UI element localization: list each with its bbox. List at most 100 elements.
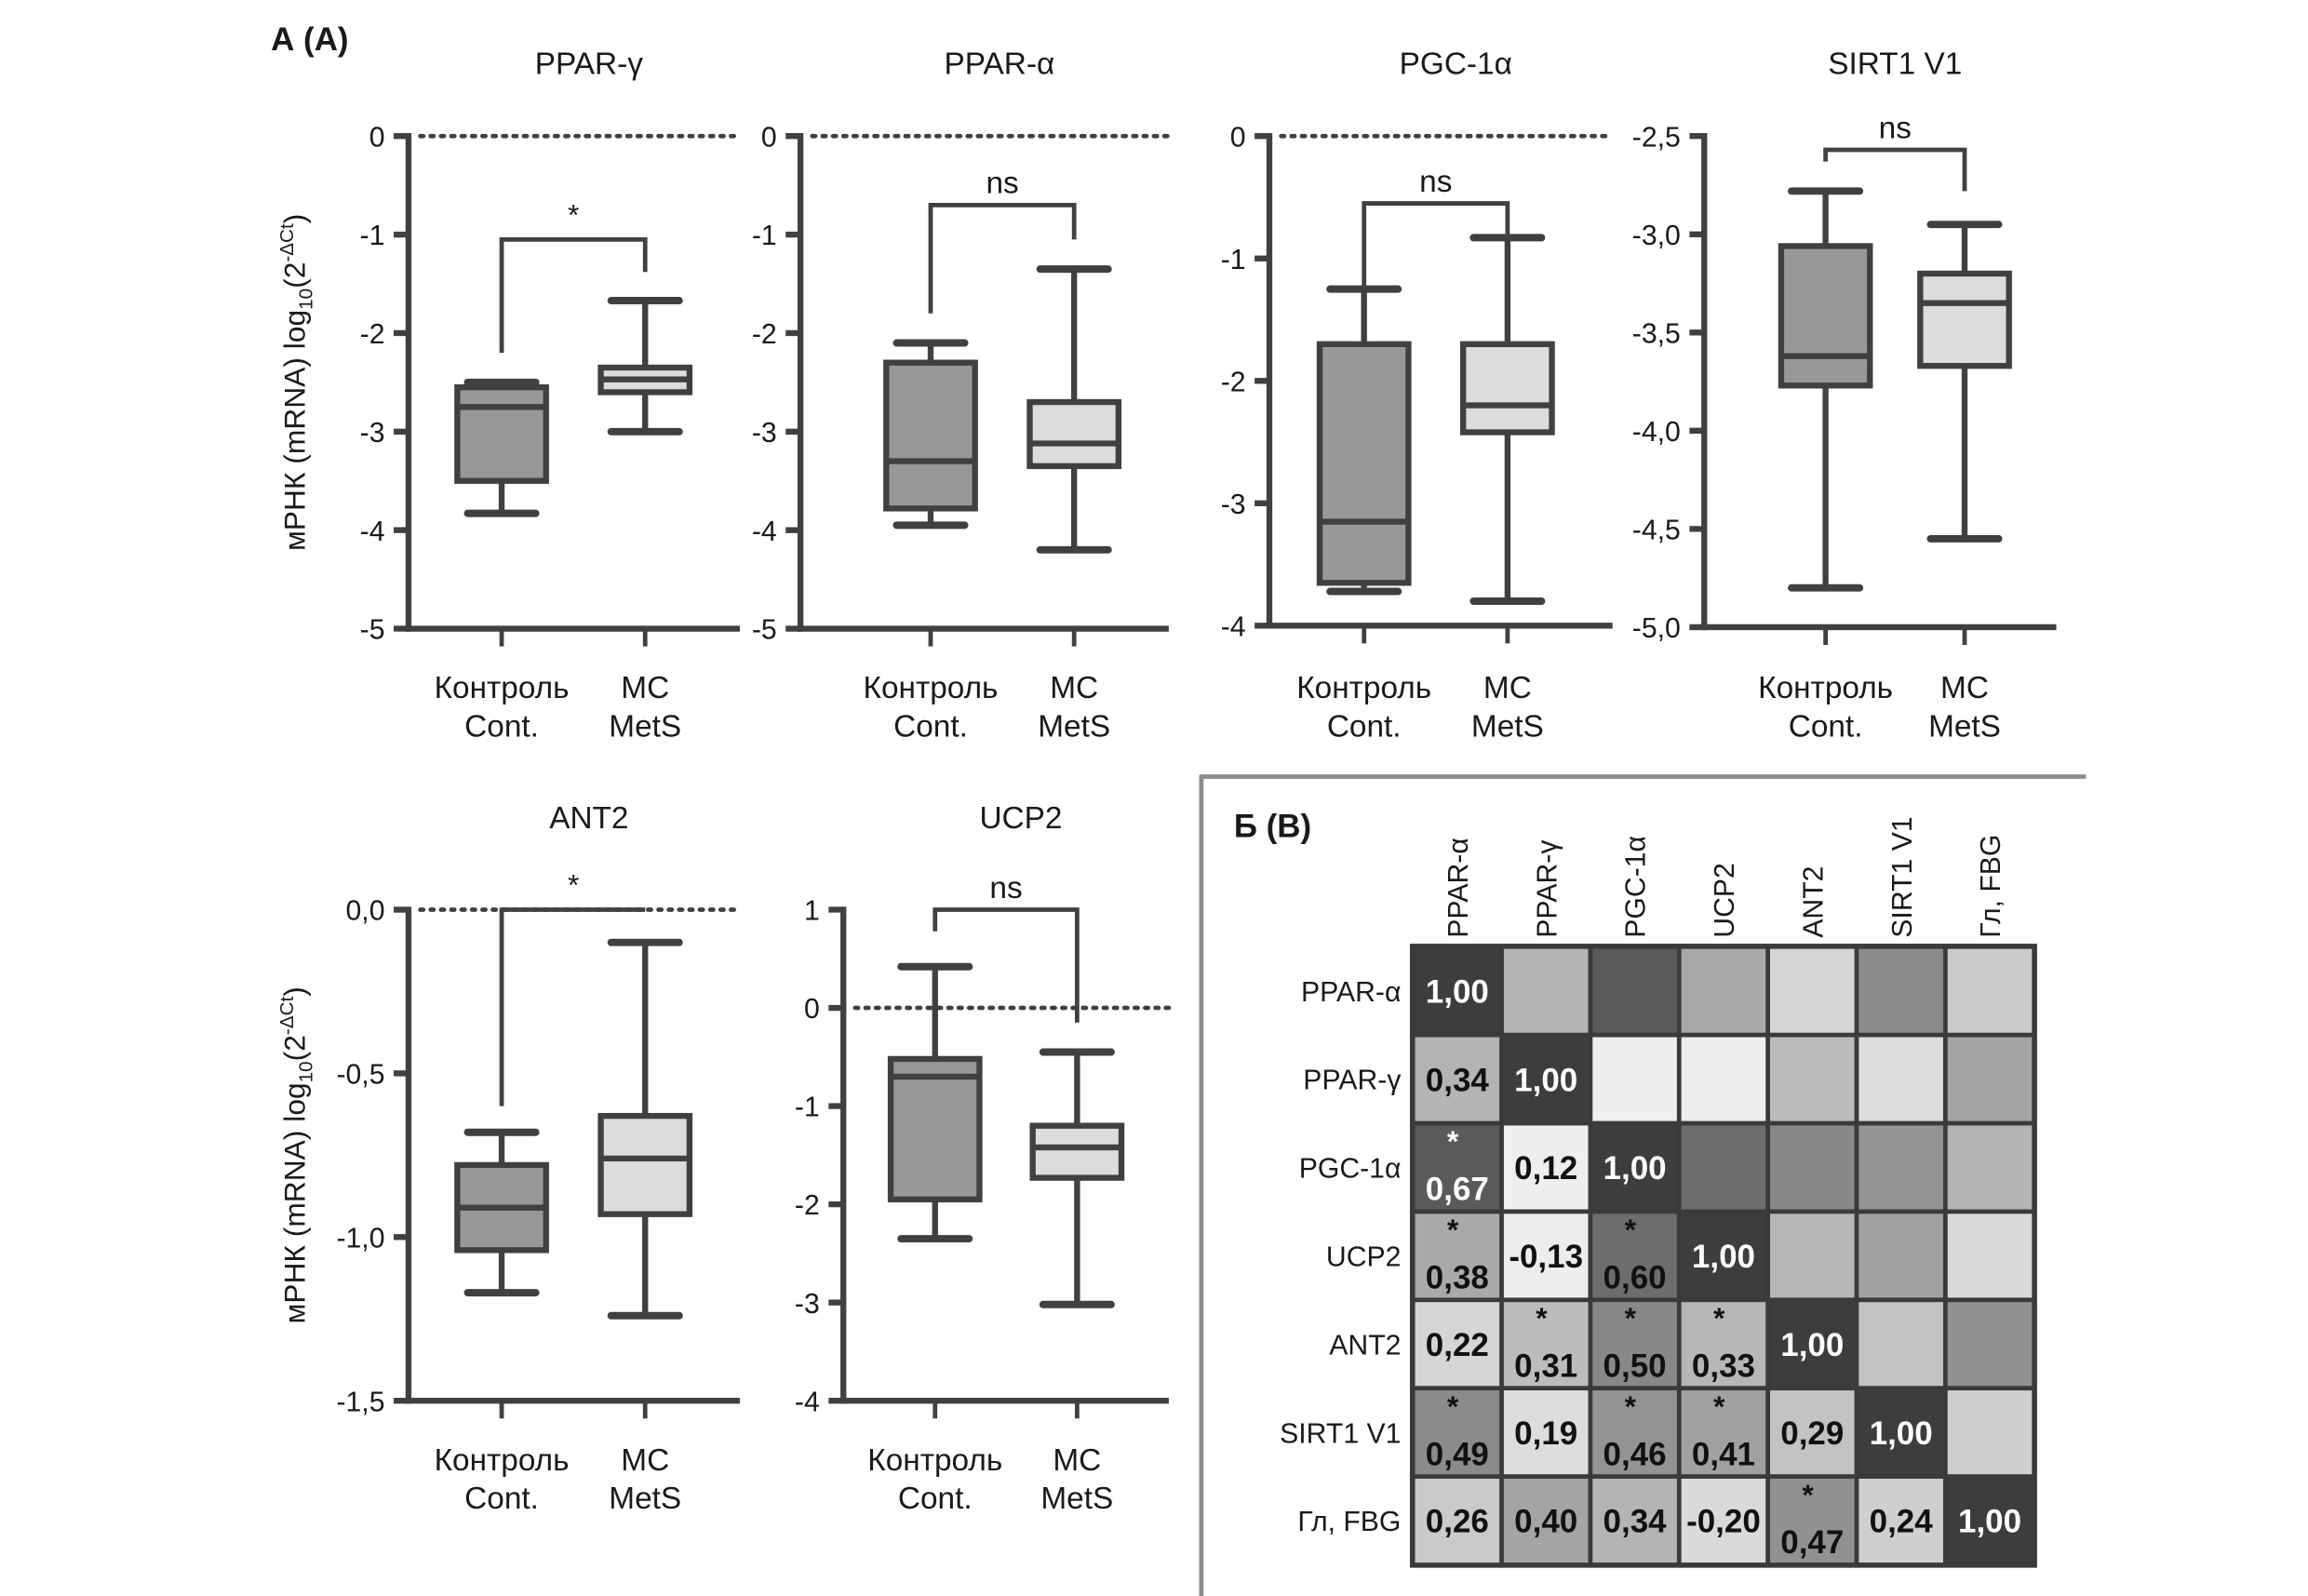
heatmap-cell — [1592, 1302, 1677, 1387]
iqr-box — [887, 1055, 983, 1203]
y-tick-label: 1 — [804, 896, 820, 927]
y-axis-label-main: мРНК (mRNA) log — [278, 1082, 312, 1323]
y-tick-label: -5 — [752, 615, 777, 646]
boxplot-3: PGC-1α 0 -1 -2 -3 -4 Контроль Cont. МС MetS ns — [1221, 47, 1616, 744]
heatmap-value: 0,46 — [1604, 1436, 1667, 1472]
heatmap-row-label: UCP2 — [1326, 1241, 1402, 1272]
heatmap-col-label: SIRT1 V1 — [1887, 816, 1918, 937]
heatmap-cell — [1681, 1037, 1766, 1121]
significance-star: * — [1447, 1124, 1459, 1158]
iqr-box — [1027, 398, 1122, 470]
category-label-ru: Контроль — [1758, 671, 1893, 705]
y-tick-label: -1 — [1221, 245, 1246, 275]
significance-bracket — [933, 907, 1080, 1023]
heatmap-col-label: PPAR-γ — [1532, 840, 1563, 938]
category-label-en: MetS — [609, 1482, 681, 1516]
y-tick-label: -3,0 — [1632, 221, 1681, 251]
category-label-en: MetS — [609, 710, 681, 744]
significance-star: * — [1802, 1478, 1814, 1511]
category-label-ru: Контроль — [435, 1443, 570, 1478]
box-mets — [1460, 234, 1555, 605]
box-mets — [1029, 1048, 1125, 1308]
significance-star: * — [1625, 1213, 1637, 1246]
box-control — [883, 339, 978, 530]
heatmap-cell — [1769, 1214, 1855, 1298]
heatmap-value: 0,24 — [1870, 1504, 1934, 1540]
heatmap-cell — [1415, 1037, 1500, 1121]
significance-bracket — [928, 202, 1077, 314]
significance-label: ns — [986, 167, 1018, 201]
category-label-ru: МС — [1483, 671, 1532, 705]
category-label-en: MetS — [1928, 710, 2001, 744]
y-axis-label-sup: -ΔCt — [276, 223, 298, 262]
heatmap-value: 1,00 — [1958, 1504, 2021, 1540]
y-tick-label: -2 — [360, 319, 385, 350]
heatmap-value: 0,49 — [1426, 1436, 1489, 1472]
heatmap-col-label: PGC-1α — [1621, 836, 1652, 938]
heatmap-cell — [1681, 1302, 1766, 1387]
heatmap-value: 1,00 — [1426, 973, 1489, 1010]
y-tick-label: -5,0 — [1632, 613, 1681, 644]
heatmap-cell — [1858, 1037, 1943, 1121]
y-tick-label: -2,5 — [1632, 122, 1681, 153]
significance-label: ns — [1419, 165, 1452, 199]
box-mets — [597, 938, 693, 1320]
heatmap-value: 0,50 — [1604, 1348, 1667, 1384]
y-tick-label: -1,0 — [336, 1223, 384, 1254]
heatmap-cell — [1592, 1037, 1677, 1121]
category-label-en: MetS — [1471, 710, 1544, 744]
significance-star: * — [1713, 1389, 1725, 1423]
heatmap-cell — [1415, 1125, 1500, 1210]
iqr-box — [883, 359, 978, 512]
category-label-ru: МС — [1053, 1443, 1101, 1478]
box-control — [887, 962, 983, 1243]
y-axis-label-sub: 10 — [296, 1061, 317, 1082]
heatmap-value: 1,00 — [1604, 1150, 1667, 1187]
heatmap-row-label: SIRT1 V1 — [1280, 1418, 1401, 1449]
y-tick-label: 0 — [804, 994, 820, 1025]
significance-label: ns — [1879, 111, 1912, 145]
plot-title: PGC-1α — [1400, 47, 1512, 81]
panel-a-label: А (А) — [271, 21, 348, 58]
heatmap-col-label: Гл, FBG — [1976, 835, 2006, 938]
heatmap-row-label: PPAR-α — [1301, 977, 1401, 1008]
heatmap-value: 0,47 — [1780, 1524, 1844, 1561]
heatmap-cell — [1592, 1125, 1677, 1210]
heatmap-row-label: PGC-1α — [1299, 1154, 1402, 1185]
heatmap-value: 0,22 — [1426, 1327, 1489, 1363]
y-axis-label-close: ) — [278, 214, 312, 224]
box-control — [454, 378, 549, 517]
heatmap-cell — [1947, 1037, 2033, 1121]
heatmap-cell — [1858, 1125, 1943, 1210]
heatmap-cell — [1503, 1478, 1589, 1563]
category-label-ru: МС — [1050, 671, 1098, 705]
heatmap-value: 0,38 — [1426, 1260, 1489, 1296]
category-label-en: Cont. — [1327, 710, 1402, 744]
significance-bracket — [1823, 147, 1967, 192]
y-tick-label: -1 — [752, 221, 777, 251]
y-axis-label-sup: -ΔCt — [276, 997, 298, 1036]
heatmap-cell — [1681, 1125, 1766, 1210]
heatmap-row-label: Гл, FBG — [1297, 1507, 1401, 1537]
boxplot-4: SIRT1 V1 -2,5 -3,0 -3,5 -4,0 -4,5 -5,0 Контроль… — [1632, 47, 2057, 744]
y-tick-label: -1 — [795, 1093, 820, 1123]
plot-title: PPAR-γ — [535, 47, 643, 81]
y-axis-label: мРНК (mRNA) log10(2-ΔCt) — [276, 986, 317, 1323]
heatmap-cell — [1415, 1478, 1500, 1563]
y-tick-label: -3,5 — [1632, 318, 1681, 349]
significance-label: ns — [989, 871, 1022, 905]
heatmap-cell — [1769, 1037, 1855, 1121]
category-label-en: Cont. — [893, 710, 968, 744]
y-axis-label-open: (2 — [278, 262, 312, 288]
y-tick-label: -3 — [752, 418, 777, 449]
plot-title: PPAR-α — [945, 47, 1055, 81]
heatmap-cell — [1503, 1214, 1589, 1298]
iqr-box — [1917, 270, 2012, 369]
heatmap-cell — [1592, 948, 1677, 1033]
heatmap-value: 0,34 — [1426, 1062, 1490, 1098]
heatmap-cell — [1415, 1214, 1500, 1298]
heatmap-cell — [1947, 1478, 2033, 1563]
y-tick-label: -2 — [795, 1190, 820, 1221]
heatmap-value: 0,67 — [1426, 1172, 1489, 1208]
